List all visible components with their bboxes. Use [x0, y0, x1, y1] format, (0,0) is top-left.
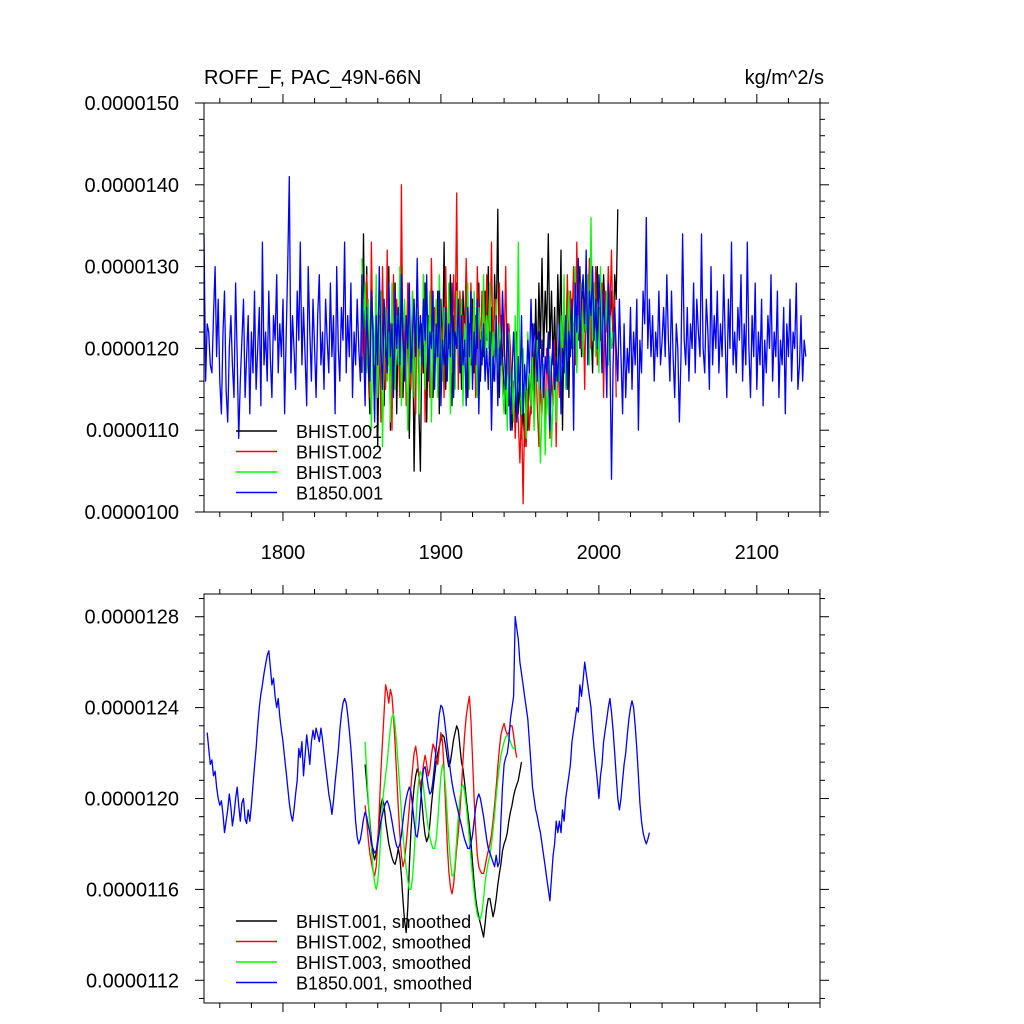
legend-label: BHIST.003, smoothed — [296, 953, 471, 973]
axis-layer: 1800 1900 2000 2100 0.0000100 0.0000110 0.0000… — [84, 93, 829, 564]
legend-label: BHIST.002, smoothed — [296, 933, 471, 953]
y-tick-label: 0.0000124 — [84, 698, 179, 720]
y-tick-label: 0.0000140 — [84, 175, 179, 197]
y-tick-label: 0.0000120 — [84, 338, 179, 360]
y-tick-label: 0.0000110 — [86, 420, 179, 442]
y-tick-label: 0.0000116 — [86, 879, 179, 901]
top-panel: ROFF_F, PAC_49N-66N kg/m^2/s 1800 1900 200… — [84, 67, 829, 564]
panel-title-right: kg/m^2/s — [745, 67, 824, 89]
series-line-3 — [206, 616, 651, 902]
x-tick-label: 1800 — [261, 542, 306, 564]
y-tick-label: 0.0000150 — [84, 93, 179, 115]
legend-label: BHIST.001, smoothed — [296, 912, 471, 932]
legend-label: B1850.001 — [296, 484, 383, 504]
series-line-0 — [364, 725, 523, 938]
legend-label: B1850.001, smoothed — [296, 974, 472, 994]
series-layer — [206, 616, 651, 938]
series-line-3 — [203, 175, 807, 480]
x-tick-label: 2100 — [735, 542, 780, 564]
x-tick-label: 2000 — [577, 542, 622, 564]
legend-label: BHIST.001 — [296, 422, 382, 442]
plot-frame — [203, 102, 821, 513]
y-tick-label: 0.0000100 — [84, 502, 179, 524]
y-tick-label: 0.0000128 — [84, 607, 179, 629]
y-tick-label: 0.0000120 — [84, 789, 179, 811]
series-layer — [203, 175, 807, 505]
legend-label: BHIST.003 — [296, 463, 382, 483]
x-tick-label: 1900 — [419, 542, 464, 564]
series-line-1 — [364, 684, 518, 895]
y-tick-label: 0.0000130 — [84, 257, 179, 279]
y-tick-label: 0.0000112 — [86, 970, 179, 992]
panel-title-left: ROFF_F, PAC_49N-66N — [204, 67, 421, 89]
axis-layer: 0.0000112 0.0000116 0.0000120 0.0000124 0.00… — [84, 585, 829, 1012]
legend-label: BHIST.002 — [296, 443, 382, 463]
bottom-panel: 0.0000112 0.0000116 0.0000120 0.0000124 0.00… — [84, 585, 829, 1012]
